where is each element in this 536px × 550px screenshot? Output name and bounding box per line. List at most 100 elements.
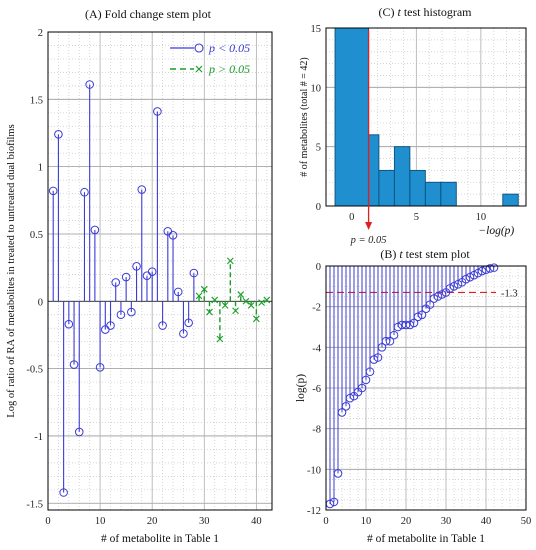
stem-marker-circle xyxy=(173,287,183,297)
stem-marker-x xyxy=(237,291,245,298)
pvalue-marker-circle xyxy=(469,270,479,280)
pvalue-marker-circle xyxy=(413,312,423,322)
pvalue-marker-circle xyxy=(329,497,339,507)
pvalue-marker-circle xyxy=(377,343,387,352)
stem-marker-x xyxy=(226,257,234,265)
pvalue-marker-circle xyxy=(473,268,483,278)
pvalue-marker-circle xyxy=(357,383,367,393)
stem-marker-x xyxy=(247,301,255,309)
panel-b-x-tick-label: 40 xyxy=(481,516,492,527)
panel-a-y-tick-label: 2 xyxy=(38,28,43,39)
stem-marker-circle xyxy=(168,231,178,240)
panel-b-y-tick-label: -2 xyxy=(312,303,321,314)
panel-a-x-tick-label: 40 xyxy=(251,516,262,527)
stem-marker-circle xyxy=(137,185,147,194)
panel-b-threshold-label: -1.3 xyxy=(501,288,518,299)
stem-marker-x xyxy=(206,308,213,316)
panel-c-title: (C) t test histogram xyxy=(378,5,472,19)
stem-marker-x xyxy=(232,307,239,315)
stem-marker-circle xyxy=(48,186,58,196)
pvalue-marker-circle xyxy=(437,290,447,299)
histogram-bar xyxy=(393,146,411,207)
pvalue-marker-circle xyxy=(373,353,383,362)
pvalue-marker-circle xyxy=(341,402,351,411)
stem-marker-x xyxy=(221,301,229,309)
stem-marker-circle xyxy=(132,261,141,271)
stem-marker-x xyxy=(263,296,271,304)
panel-b-ticks: 0-2-4-6-8-10-120 10 20 30 40 50 xyxy=(307,262,531,527)
stem-marker-x xyxy=(216,335,224,343)
significance-annotation-label: p = 0.05 xyxy=(350,235,387,246)
histogram-bar xyxy=(409,169,426,207)
stem-marker-circle xyxy=(85,80,94,89)
stem-marker-circle xyxy=(90,225,100,235)
panel-a-x-tick-label: 10 xyxy=(95,516,106,527)
stem-marker-x xyxy=(200,285,208,293)
panel-a-y-tick-label: -1 xyxy=(34,432,43,443)
pvalue-marker-circle xyxy=(409,318,419,328)
panel-b-x-tick-label: 10 xyxy=(361,516,372,527)
panel-b-frame xyxy=(325,265,527,511)
panel-c-x-axis-label: −log(p) xyxy=(478,225,514,237)
significance-arrow-head xyxy=(365,222,373,230)
panel-c-y-tick-label: 0 xyxy=(316,202,321,213)
stem-marker-circle xyxy=(74,427,84,437)
pvalue-marker-circle xyxy=(453,280,463,289)
panel-b-y-tick-label: 0 xyxy=(316,262,321,273)
panel-a-legend: p < 0.05 p > 0.05 xyxy=(170,41,250,76)
panel-b-y-axis-label: log(p) xyxy=(295,374,307,402)
stem-marker-x xyxy=(252,315,260,323)
panel-b-t-test-stem-plot: (B) t test stem plot 0-2-4-6-8-10-120 10 2… xyxy=(295,247,531,545)
panel-c-x-tick-label: 0 xyxy=(349,212,354,223)
pvalue-marker-circle xyxy=(433,292,443,301)
panel-a-y-tick-label: 0.5 xyxy=(30,230,43,241)
panel-a-y-tick-label: -0.5 xyxy=(26,365,43,376)
panel-a-y-axis-label: Log of ratio of RA of metabolites in tre… xyxy=(6,124,17,417)
stem-marker-circle xyxy=(95,362,105,372)
stem-marker-x xyxy=(242,297,250,305)
panel-b-stems xyxy=(325,263,499,509)
pvalue-marker-circle xyxy=(429,294,439,303)
stem-marker-circle xyxy=(59,488,68,497)
panel-c-y-tick-label: 15 xyxy=(311,24,322,35)
stem-marker-circle xyxy=(116,310,126,320)
histogram-bar xyxy=(424,181,442,207)
pvalue-marker-circle xyxy=(337,408,347,417)
panel-a-frame xyxy=(47,31,273,511)
panel-c-y-tick-label: 5 xyxy=(316,143,321,154)
legend-x-marker xyxy=(195,65,203,73)
pvalue-marker-circle xyxy=(389,330,399,340)
panel-b-x-tick-label: 30 xyxy=(441,516,452,527)
stem-marker-circle xyxy=(153,107,162,116)
stem-marker-circle xyxy=(69,360,79,369)
pvalue-marker-circle xyxy=(461,274,471,284)
panel-c-ticks: 0 5 10 15 0 5 10 xyxy=(311,24,487,223)
pvalue-marker-circle xyxy=(385,336,395,346)
panel-c-bars xyxy=(334,27,519,207)
panel-a-title: (A) Fold change stem plot xyxy=(85,7,212,21)
pvalue-marker-circle xyxy=(417,310,427,320)
legend-circle-marker xyxy=(194,43,204,53)
stem-marker-circle xyxy=(121,272,131,282)
panel-a-y-tick-label: -1.5 xyxy=(26,499,43,510)
panel-a-y-tick-label: 1.5 xyxy=(30,95,43,106)
panel-a-x-tick-label: 30 xyxy=(199,516,210,527)
panel-c-x-tick-label: 10 xyxy=(476,212,487,223)
panel-a-grid xyxy=(48,31,272,510)
panel-c-x-tick-label: 5 xyxy=(414,212,419,223)
stem-marker-circle xyxy=(158,321,167,330)
pvalue-marker-circle xyxy=(361,375,371,385)
pvalue-marker-circle xyxy=(425,300,435,309)
pvalue-marker-circle xyxy=(393,322,403,332)
pvalue-marker-circle xyxy=(465,272,475,282)
panel-b-x-tick-label: 0 xyxy=(323,516,328,527)
pvalue-marker-circle xyxy=(369,355,379,364)
stem-marker-circle xyxy=(147,267,157,276)
histogram-bar xyxy=(502,193,519,207)
panel-a-fold-change-stem-plot: (A) Fold change stem plot -1.5 -1 -0.5 0 0.5… xyxy=(6,7,273,545)
panel-b-x-tick-label: 20 xyxy=(401,516,412,527)
histogram-bar xyxy=(368,134,380,207)
panel-a-y-tick-label: 1 xyxy=(38,163,43,174)
legend-entry-significant: p < 0.05 xyxy=(208,41,250,55)
